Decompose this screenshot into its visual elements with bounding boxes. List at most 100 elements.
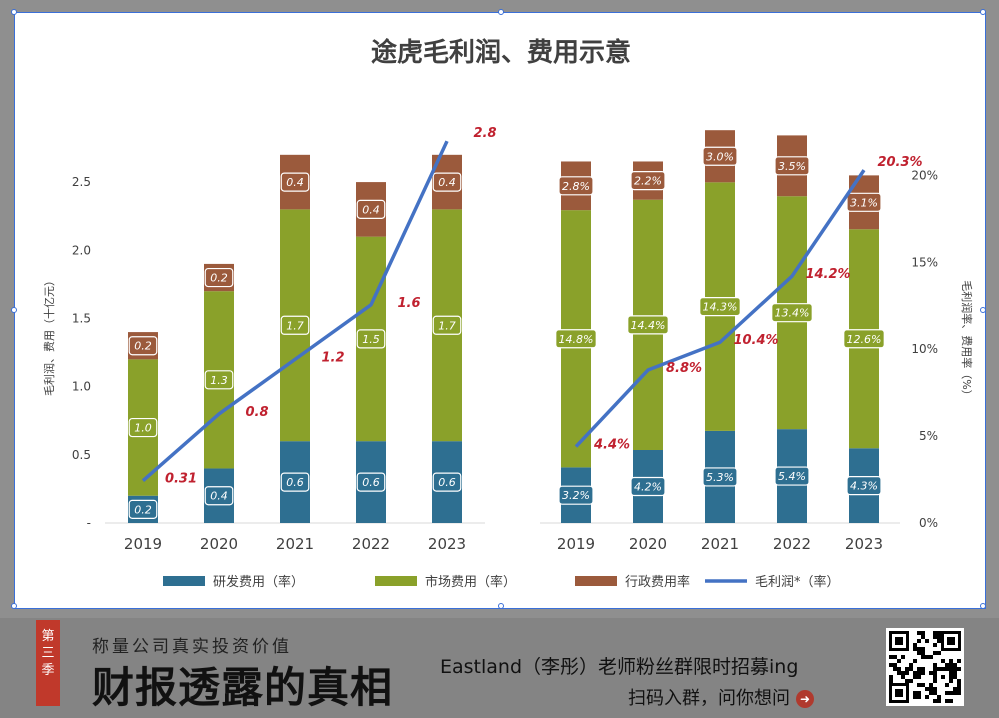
qr-module <box>929 691 933 695</box>
left-data-label: 0.4 <box>210 490 228 503</box>
left-line-label: 1.6 <box>397 296 420 311</box>
resize-handle-ml[interactable] <box>11 307 17 313</box>
left-data-label-box <box>128 499 158 519</box>
right-data-label: 5.3% <box>706 471 734 484</box>
right-line-label: 14.2% <box>805 267 850 282</box>
qr-module <box>901 675 905 679</box>
chart-svg: 途虎毛利润、费用示意 - 0.5 1.0 1.5 2.0 2.5 毛利润、费用（十亿元） 201… <box>42 37 974 590</box>
qr-module <box>941 675 945 679</box>
left-y-axis-title: 毛利润、费用（十亿元） <box>42 275 56 396</box>
qr-module <box>905 667 909 671</box>
left-data-label-box <box>280 315 310 335</box>
left-data-label: 0.6 <box>286 476 304 489</box>
qr-module <box>947 637 955 645</box>
left-data-label: 0.4 <box>362 203 380 216</box>
promo-banner <box>0 618 999 718</box>
legend-swatch <box>163 576 205 586</box>
left-data-label: 0.4 <box>438 176 456 189</box>
left-data-label: 1.5 <box>362 333 380 346</box>
right-data-label: 14.8% <box>559 333 594 346</box>
resize-handle-bm[interactable] <box>498 603 504 609</box>
right-y-tick-label: 15% <box>911 255 938 269</box>
qr-module <box>889 655 893 659</box>
left-y-tick-label: 2.0 <box>72 243 91 257</box>
qr-module <box>953 663 957 667</box>
qr-module <box>945 683 949 687</box>
qr-module <box>941 667 945 671</box>
qr-module <box>953 687 957 691</box>
qr-module <box>945 691 949 695</box>
qr-module <box>895 689 903 697</box>
qr-module <box>921 647 925 651</box>
left-data-label: 0.2 <box>210 272 228 285</box>
right-data-label: 2.8% <box>562 180 590 193</box>
qr-module <box>929 655 933 659</box>
resize-handle-tr[interactable] <box>980 9 986 15</box>
left-category-label: 2023 <box>428 535 466 553</box>
qr-module <box>953 691 957 695</box>
qr-module <box>905 671 909 675</box>
left-data-label-box <box>128 336 158 356</box>
qr-module <box>917 631 921 635</box>
qr-module <box>913 659 917 663</box>
left-category-label: 2019 <box>124 535 162 553</box>
right-data-label-box <box>846 192 882 212</box>
qr-module <box>937 667 941 671</box>
left-data-label-box <box>280 472 310 492</box>
qr-module <box>921 671 925 675</box>
resize-handle-br[interactable] <box>980 603 986 609</box>
right-data-label-box <box>627 315 669 335</box>
qr-module <box>913 695 917 699</box>
resize-handle-bl[interactable] <box>11 603 17 609</box>
right-line-series <box>574 169 866 448</box>
chart-frame[interactable]: 途虎毛利润、费用示意 - 0.5 1.0 1.5 2.0 2.5 毛利润、费用（十亿元） 201… <box>11 9 986 609</box>
qr-module <box>937 631 941 635</box>
legend-swatch <box>375 576 417 586</box>
left-data-label-box <box>432 315 462 335</box>
qr-module <box>949 671 953 675</box>
qr-module <box>893 663 897 667</box>
left-data-label-box <box>356 329 386 349</box>
left-data-label: 0.2 <box>134 503 152 516</box>
qr-module <box>921 635 925 639</box>
right-data-label-box <box>774 156 810 176</box>
qr-module <box>933 631 937 635</box>
right-line-label: 20.3% <box>877 155 922 170</box>
qr-module <box>909 663 913 667</box>
right-data-label: 4.3% <box>850 480 878 493</box>
right-y-tick-label: 10% <box>911 342 938 356</box>
right-data-label: 13.4% <box>775 307 810 320</box>
qr-module <box>925 687 929 691</box>
qr-module <box>949 659 953 663</box>
left-y-tick-label: 0.5 <box>72 448 91 462</box>
right-data-label-box <box>846 476 882 496</box>
qr-module <box>913 671 917 675</box>
banner-tagline: 称量公司真实投资价值 <box>92 637 292 657</box>
left-data-label-box <box>432 472 462 492</box>
resize-handle-mr[interactable] <box>980 307 986 313</box>
qr-module <box>917 691 921 695</box>
qr-module <box>889 663 893 667</box>
qr-module <box>913 675 917 679</box>
qr-module <box>953 675 957 679</box>
qr-module <box>945 663 949 667</box>
qr-module <box>953 667 957 671</box>
right-category-label: 2019 <box>557 535 595 553</box>
qr-module <box>909 667 913 671</box>
resize-handle-tl[interactable] <box>11 9 17 15</box>
qr-module <box>895 637 903 645</box>
qr-module <box>957 667 961 671</box>
qr-module <box>917 667 921 671</box>
right-data-label-box <box>774 466 810 486</box>
qr-module <box>937 635 941 639</box>
right-data-label: 4.2% <box>634 481 662 494</box>
left-line-label: 0.8 <box>245 405 268 420</box>
left-data-label: 1.0 <box>134 422 152 435</box>
qr-module <box>945 699 949 703</box>
qr-module <box>949 691 953 695</box>
left-data-label: 1.3 <box>210 374 228 387</box>
banner-scan-link[interactable]: 扫码入群，问你想问 ➜ <box>628 684 814 710</box>
right-line-label: 10.4% <box>733 333 778 348</box>
resize-handle-tm[interactable] <box>498 9 504 15</box>
qr-code-icon[interactable] <box>886 628 964 706</box>
